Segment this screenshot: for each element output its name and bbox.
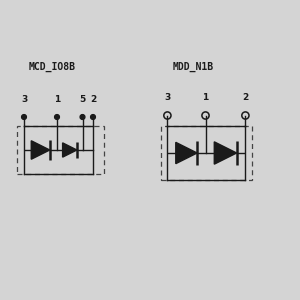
Text: MCD_IO8B: MCD_IO8B <box>29 62 76 72</box>
Circle shape <box>80 115 85 119</box>
Polygon shape <box>63 143 77 157</box>
Polygon shape <box>31 141 50 159</box>
Text: 1: 1 <box>202 93 208 102</box>
Text: 3: 3 <box>21 94 27 103</box>
Text: 2: 2 <box>90 94 96 103</box>
Circle shape <box>55 115 59 119</box>
Polygon shape <box>214 142 237 164</box>
Circle shape <box>91 115 95 119</box>
Bar <box>16 126 104 174</box>
Circle shape <box>22 115 26 119</box>
Text: 2: 2 <box>242 93 248 102</box>
Bar <box>160 126 252 180</box>
Text: MDD_N1B: MDD_N1B <box>173 62 214 72</box>
Polygon shape <box>176 142 197 164</box>
Text: 1: 1 <box>54 94 60 103</box>
Text: 5: 5 <box>80 94 85 103</box>
Text: 3: 3 <box>164 93 170 102</box>
